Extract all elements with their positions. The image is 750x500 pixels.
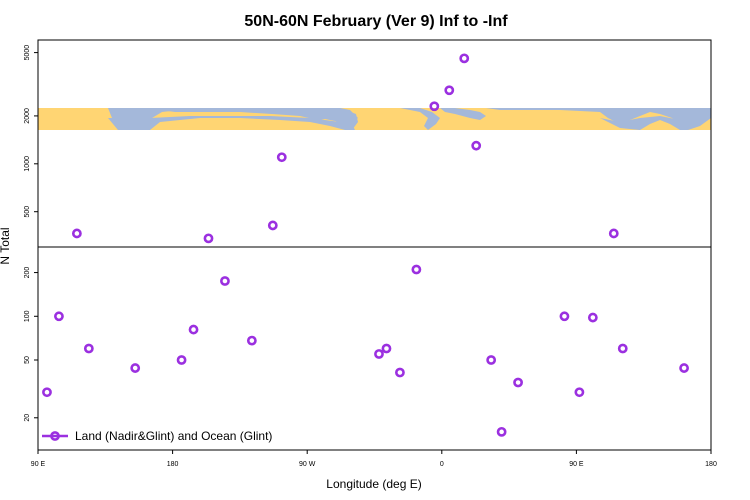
data-point <box>513 377 523 388</box>
data-point <box>459 53 470 64</box>
data-points <box>42 53 689 437</box>
data-point <box>188 324 199 335</box>
data-point <box>83 343 94 354</box>
data-point <box>559 311 570 322</box>
data-point <box>679 363 689 373</box>
data-point <box>71 228 82 239</box>
chart-title: 50N-60N February (Ver 9) Inf to -Inf <box>244 13 508 30</box>
upper-y-axis-ticks: 500 1000 2000 5000 <box>24 45 38 218</box>
data-point <box>587 312 598 323</box>
plot-frame <box>37 39 712 451</box>
data-point <box>130 363 141 373</box>
data-point <box>486 355 497 365</box>
data-point <box>374 349 384 359</box>
data-point <box>444 85 455 96</box>
legend-marker <box>50 431 60 441</box>
ocean-region-4 <box>400 108 440 130</box>
x-tick-label: 90 E <box>31 461 46 468</box>
x-tick-label: 0 <box>440 461 444 468</box>
x-tick-label: 90 W <box>299 461 316 468</box>
data-point <box>471 140 482 151</box>
y-tick-label: 500 <box>24 206 31 218</box>
y-tick-label: 50 <box>24 356 31 364</box>
data-point <box>42 387 52 398</box>
y-tick-label: 20 <box>24 414 31 422</box>
data-point <box>574 387 585 398</box>
data-point <box>395 367 405 378</box>
ocean-region-6 <box>486 108 711 130</box>
data-point <box>176 355 187 365</box>
x-tick-label: 180 <box>705 461 717 468</box>
ocean-region-3 <box>108 116 355 130</box>
data-point <box>411 264 422 275</box>
x-tick-label: 180 <box>167 461 179 468</box>
legend-label: Land (Nadir&Glint) and Ocean (Glint) <box>75 429 272 443</box>
data-point <box>608 228 619 239</box>
data-point <box>246 335 257 346</box>
x-axis-ticks: 90 E 180 90 W 0 90 E 180 <box>31 450 717 468</box>
data-point <box>496 426 507 437</box>
y-tick-label: 5000 <box>24 45 31 61</box>
ocean-region-2 <box>120 108 358 130</box>
ocean-region-7 <box>600 116 688 130</box>
data-point <box>54 311 64 322</box>
data-point <box>267 220 278 231</box>
data-point <box>429 101 440 112</box>
x-tick-label: 90 E <box>569 461 584 468</box>
ocean-region-5 <box>440 108 486 120</box>
y-tick-label: 200 <box>24 267 31 279</box>
data-point <box>617 343 628 354</box>
y-tick-label: 100 <box>24 310 31 322</box>
data-point <box>220 276 230 286</box>
legend: Land (Nadir&Glint) and Ocean (Glint) <box>42 429 272 443</box>
x-axis-label: Longitude (deg E) <box>326 477 421 491</box>
y-tick-label: 2000 <box>24 108 31 124</box>
data-point <box>276 152 287 163</box>
plot-border <box>37 39 712 451</box>
data-point <box>381 343 392 354</box>
land-ocean-background-band <box>38 108 711 130</box>
data-point <box>203 233 214 244</box>
y-tick-label: 1000 <box>24 156 31 172</box>
y-axis-label: N Total <box>0 227 12 264</box>
lower-y-axis-ticks: 20 50 100 200 <box>24 267 38 422</box>
land-band <box>38 108 711 130</box>
